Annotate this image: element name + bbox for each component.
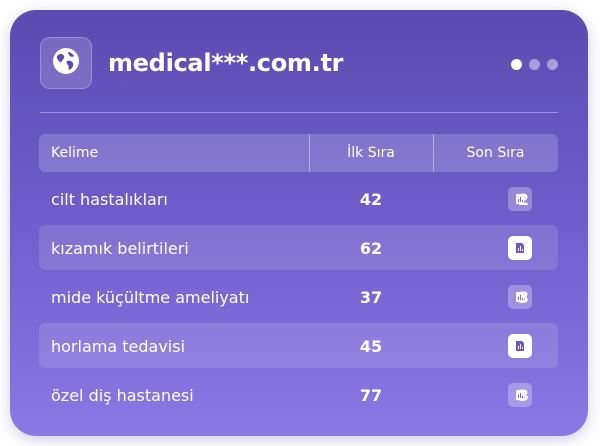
first-rank-cell: 45 <box>359 337 383 356</box>
report-button[interactable] <box>508 285 532 309</box>
first-rank-cell: 77 <box>359 386 383 405</box>
pager-dots <box>511 59 558 70</box>
keyword-cell: kızamık belirtileri <box>51 239 189 258</box>
globe-icon <box>51 46 81 80</box>
table-row: kızamık belirtileri 62 1 <box>39 225 558 270</box>
table-row: cilt hastalıkları 42 2 <box>39 176 558 221</box>
keyword-cell: cilt hastalıkları <box>51 190 168 209</box>
site-favicon <box>40 37 92 89</box>
table-row: horlama tedavisi 45 1 <box>39 323 558 368</box>
seo-card: medical***.com.tr Kelime İlk Sıra Son Sı… <box>10 10 588 436</box>
table-row: mide küçültme ameliyatı 37 3 <box>39 274 558 319</box>
keyword-cell: horlama tedavisi <box>51 337 186 356</box>
card-header: medical***.com.tr <box>40 37 558 89</box>
table-body: cilt hastalıkları 42 2 kızamık belirtile… <box>39 176 558 417</box>
first-rank-cell: 37 <box>359 288 383 307</box>
column-keyword: Kelime <box>51 145 99 161</box>
first-rank-cell: 42 <box>359 190 383 209</box>
report-icon <box>516 194 524 204</box>
report-icon <box>516 292 524 302</box>
report-icon <box>516 243 524 253</box>
report-button[interactable] <box>508 236 532 260</box>
keyword-cell: mide küçültme ameliyatı <box>51 288 250 307</box>
table-row: özel diş hastanesi 77 3 <box>39 372 558 417</box>
report-button[interactable] <box>508 187 532 211</box>
table-header: Kelime İlk Sıra Son Sıra <box>39 134 558 172</box>
keyword-table: Kelime İlk Sıra Son Sıra cilt hastalıkla… <box>39 134 558 421</box>
column-first-rank: İlk Sıra <box>347 145 395 161</box>
report-icon <box>516 341 524 351</box>
report-button[interactable] <box>508 383 532 407</box>
pager-dot-2[interactable] <box>529 59 540 70</box>
header-divider <box>40 112 558 113</box>
pager-dot-3[interactable] <box>547 59 558 70</box>
report-icon <box>516 390 524 400</box>
column-separator <box>309 134 310 172</box>
report-button[interactable] <box>508 334 532 358</box>
column-last-rank: Son Sıra <box>466 145 525 161</box>
first-rank-cell: 62 <box>359 239 383 258</box>
keyword-cell: özel diş hastanesi <box>51 386 194 405</box>
site-domain: medical***.com.tr <box>108 49 344 77</box>
pager-dot-1[interactable] <box>511 59 522 70</box>
column-separator <box>433 134 434 172</box>
